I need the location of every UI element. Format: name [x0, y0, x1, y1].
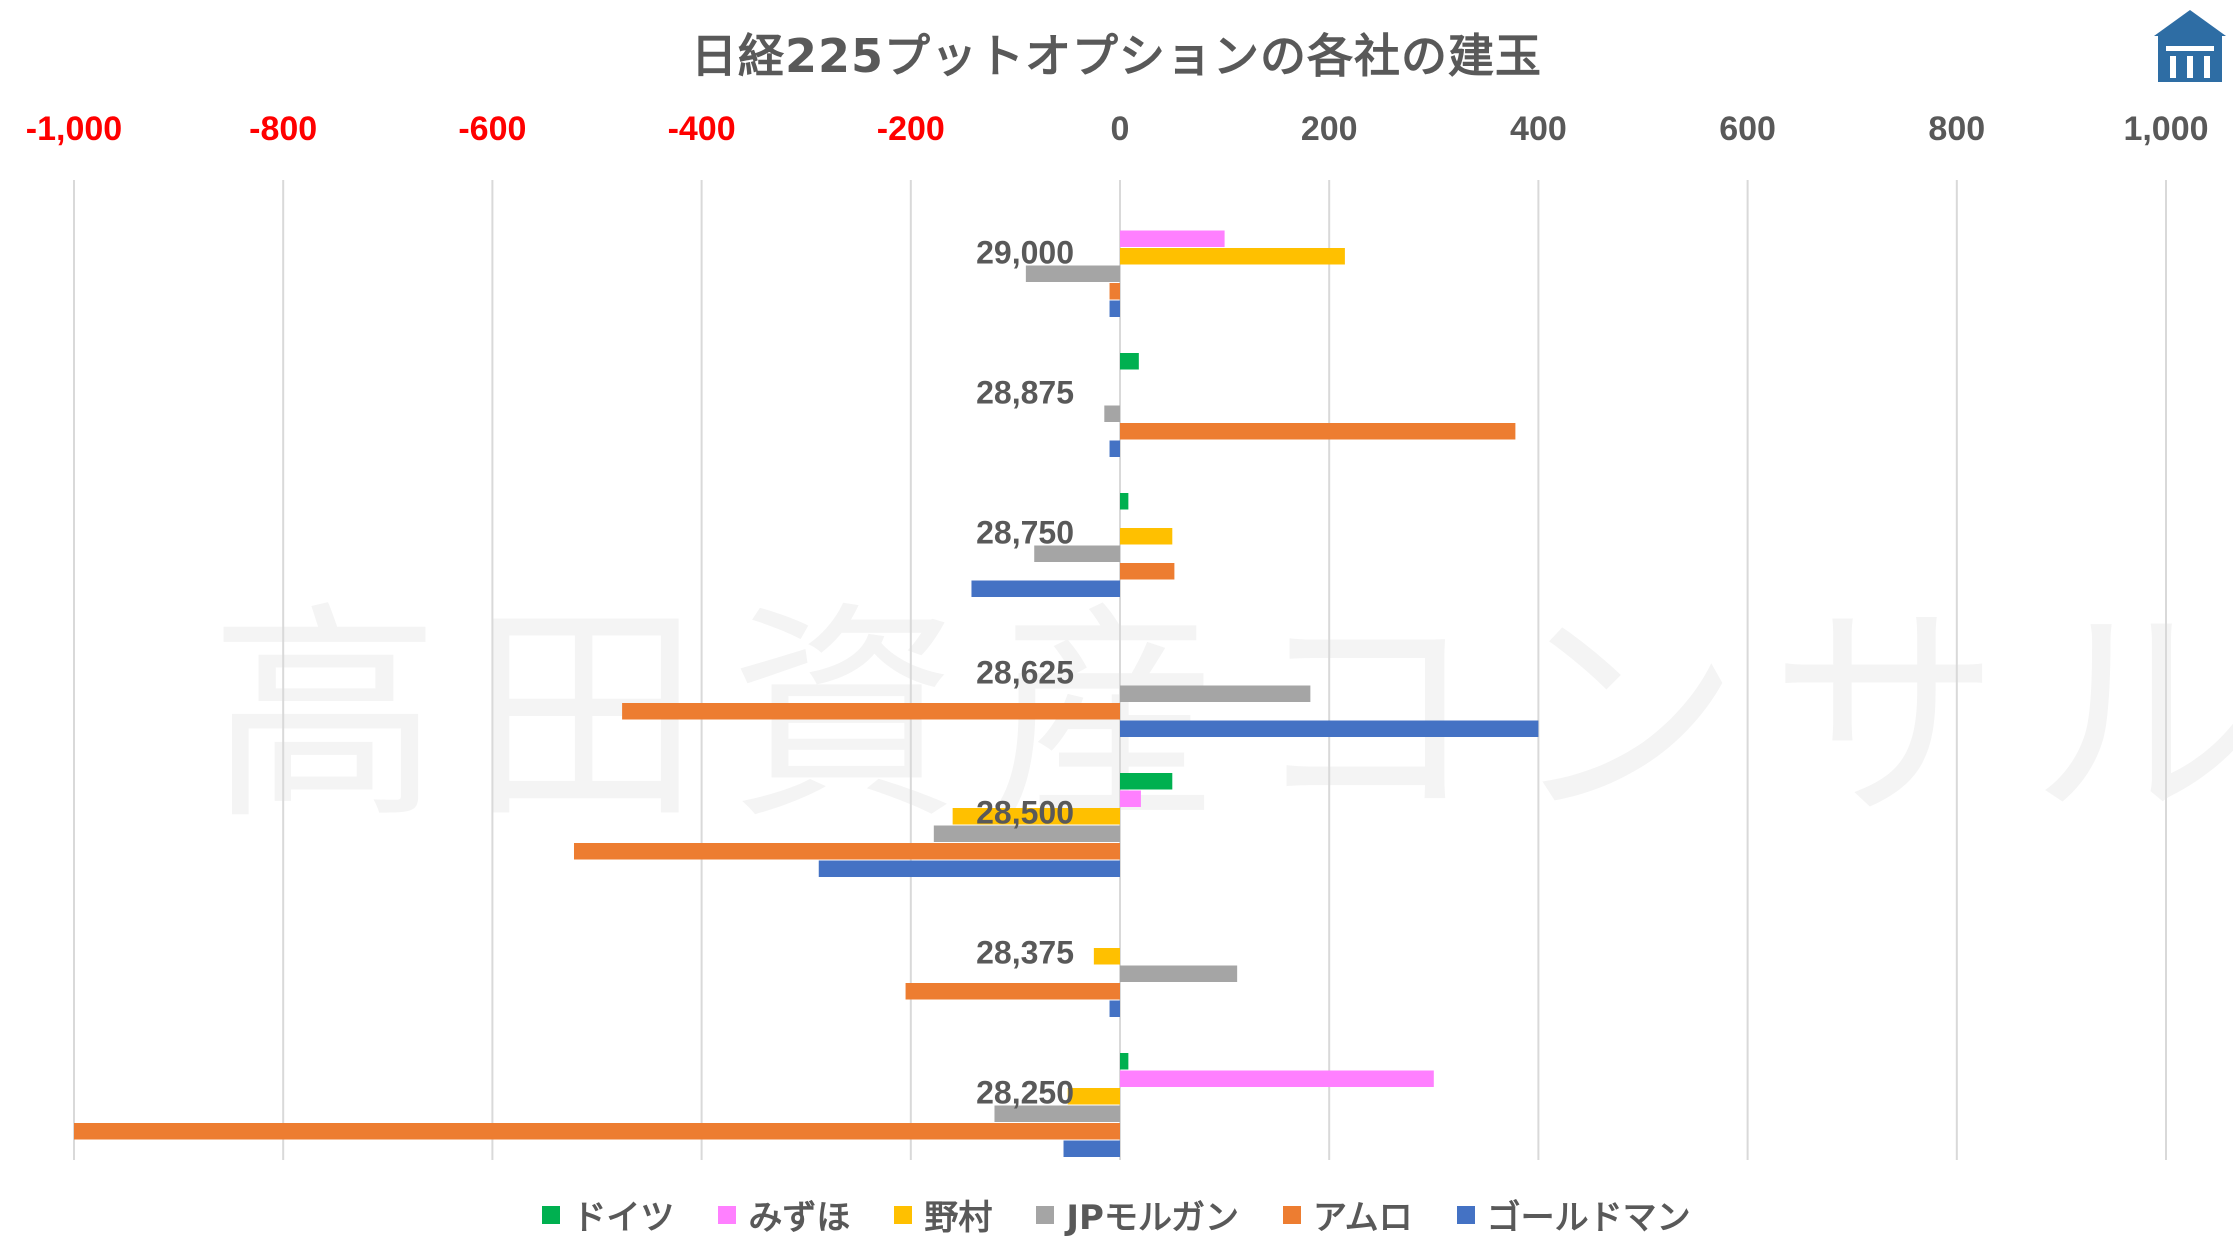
bar: [1120, 230, 1225, 247]
legend-swatch: [542, 1205, 561, 1224]
x-tick-label: 0: [1111, 110, 1130, 148]
bar: [1120, 965, 1238, 982]
bar: [1109, 440, 1120, 457]
bar: [573, 843, 1120, 860]
x-tick-label: -600: [458, 110, 526, 148]
bar: [905, 983, 1120, 1000]
bar: [1120, 493, 1129, 510]
category-label: 28,375: [976, 935, 1074, 971]
bar: [1120, 528, 1173, 545]
x-tick-label: -800: [249, 110, 317, 148]
legend-swatch: [1282, 1205, 1301, 1224]
legend-item: ゴールドマン: [1456, 1190, 1691, 1239]
bar: [1120, 685, 1311, 702]
bar: [994, 1105, 1120, 1122]
bar: [1104, 405, 1120, 422]
chart-legend: ドイツ みずほ 野村 JPモルガン アムロ ゴールドマン: [0, 1190, 2233, 1239]
bar: [1120, 563, 1175, 580]
legend-swatch: [1036, 1205, 1055, 1224]
bar: [1120, 248, 1345, 265]
x-tick-label: -1,000: [26, 110, 122, 148]
bar: [1120, 353, 1139, 370]
x-tick-label: 200: [1301, 110, 1358, 148]
legend-item: みずほ: [718, 1190, 850, 1239]
legend-item: ドイツ: [542, 1190, 674, 1239]
bar: [1093, 948, 1120, 965]
legend-swatch: [894, 1205, 913, 1224]
legend-swatch: [1456, 1205, 1475, 1224]
bar: [1120, 720, 1539, 737]
bar: [952, 808, 1120, 825]
bar: [1109, 283, 1120, 300]
legend-swatch: [718, 1205, 737, 1224]
category-label: 28,500: [976, 795, 1074, 831]
x-tick-label: 800: [1928, 110, 1985, 148]
bar: [1120, 790, 1141, 807]
bar: [971, 580, 1120, 597]
legend-label: みずほ: [748, 1198, 851, 1238]
bar: [1034, 545, 1120, 562]
bar: [818, 860, 1120, 877]
category-label: 28,250: [976, 1075, 1074, 1111]
bar: [1120, 1070, 1434, 1087]
bar-chart-plot: -1,000 -800 -600 -400 -200 0 200 400 600 800 1,000…: [26, 110, 2209, 1160]
legend-item: JPモルガン: [1036, 1190, 1239, 1239]
legend-label: 野村: [924, 1198, 993, 1238]
category-label: 28,625: [976, 655, 1074, 691]
legend-label: ドイツ: [572, 1198, 675, 1238]
bar: [1063, 1140, 1120, 1157]
bar: [1067, 1088, 1120, 1105]
bar: [1120, 1053, 1129, 1070]
chart-title: 日経225プットオプションの各社の建玉: [690, 29, 1543, 83]
category-label: 28,875: [976, 375, 1074, 411]
legend-label: アムロ: [1312, 1198, 1413, 1238]
bar: [622, 703, 1120, 720]
x-tick-label: -400: [668, 110, 736, 148]
x-tick-label: 1,000: [2123, 110, 2208, 148]
bar: [933, 825, 1120, 842]
x-tick-label: 400: [1510, 110, 1567, 148]
bar: [1109, 300, 1120, 317]
legend-label: JPモルガン: [1066, 1198, 1239, 1238]
x-tick-label: -200: [877, 110, 945, 148]
legend-label: ゴールドマン: [1486, 1198, 1691, 1238]
category-label: 29,000: [976, 235, 1074, 271]
bar: [1025, 265, 1120, 282]
category-label: 28,750: [976, 515, 1074, 551]
bar: [74, 1123, 1120, 1140]
legend-item: 野村: [894, 1190, 992, 1239]
bar: [1120, 773, 1173, 790]
bar: [1109, 1000, 1120, 1017]
legend-item: アムロ: [1282, 1190, 1413, 1239]
x-tick-label: 600: [1719, 110, 1776, 148]
building-icon: [2150, 6, 2230, 86]
bar: [1120, 423, 1516, 440]
